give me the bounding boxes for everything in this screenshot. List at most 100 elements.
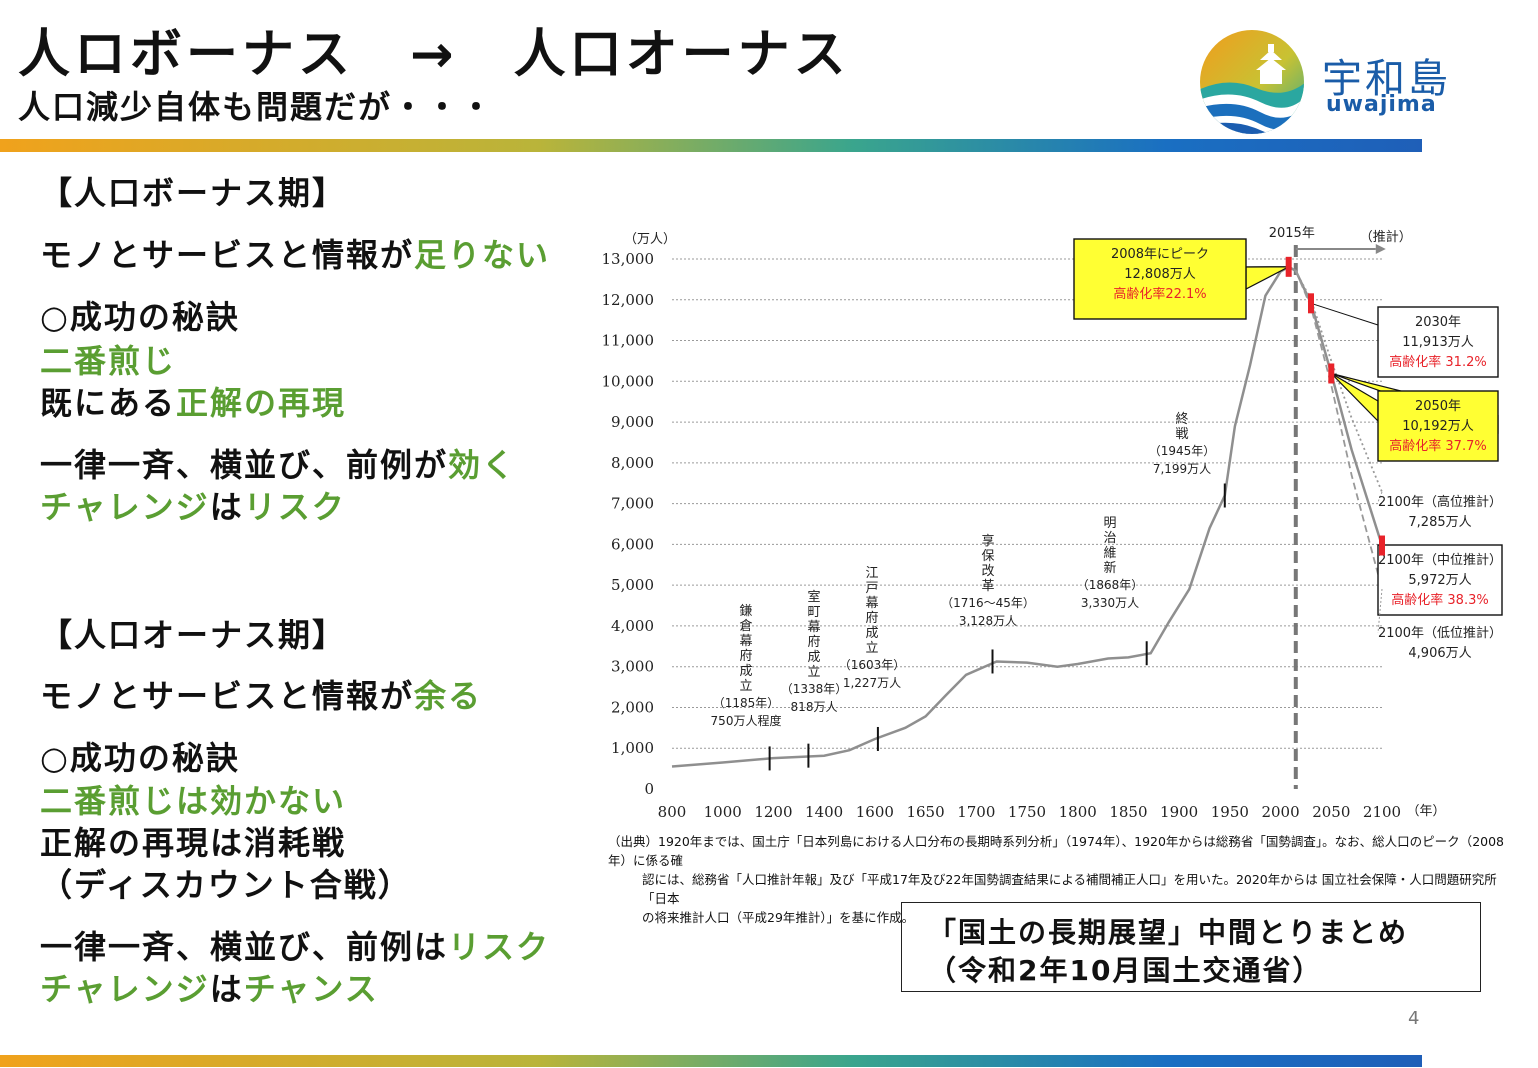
population-chart: 0 1,000 2,000 3,000 4,000 5,000 6,000 7,000 8,00… (602, 226, 1503, 821)
x-tick-label: 1600 (856, 803, 894, 821)
y-axis-unit: （万人） (624, 232, 676, 247)
onus-line-2: ○成功の秘訣 (40, 739, 240, 777)
event-label-char: 立 (807, 665, 820, 680)
event-pop-label: 1,227万人 (843, 676, 901, 690)
callout-marker (1285, 256, 1292, 277)
event-pop-label: 818万人 (791, 700, 838, 714)
callout-marker (1308, 293, 1314, 314)
series-line-0 (671, 265, 1384, 768)
projection-arrow-head (1375, 244, 1386, 254)
bonus-line-6: チャレンジはリスク (40, 488, 346, 526)
callout-text: 11,913万人 (1402, 335, 1474, 350)
y-tick-label: 1,000 (611, 739, 654, 757)
callout-text: 2050年 (1415, 399, 1461, 414)
y-tick-label: 8,000 (611, 454, 654, 472)
onus-line-7: チャレンジはチャンス (40, 970, 379, 1008)
event-label-char: 府 (739, 649, 752, 664)
source-line-3: の将来推計人口（平成29年推計）」を基に作成。 (642, 910, 915, 925)
callout-pointer (1245, 266, 1289, 290)
chart-source-note: （出典）1920年までは、国土庁「日本列島における人口分布の長期時系列分析」（1… (608, 832, 1508, 927)
event-label-char: 維 (1103, 546, 1116, 561)
page-title: 人ロボーナス → 人口オーナス (18, 25, 850, 85)
x-tick-label: 1200 (754, 803, 792, 821)
event-label-char: 革 (981, 579, 994, 594)
end-label-leader (1377, 491, 1383, 503)
event-label-char: 成 (807, 650, 820, 665)
event-label-char: 明 (1103, 516, 1116, 531)
event-label-char: 新 (1103, 560, 1116, 576)
callout-text: 5,972万人 (1408, 573, 1471, 588)
reference-line-1: 「国土の長期展望」中間とりまとめ (928, 916, 1409, 949)
logo-text: 宇和島 (1322, 56, 1451, 102)
event-label-char: 改 (981, 564, 994, 579)
callout-marker (1379, 535, 1385, 556)
end-label-text: 7,285万人 (1408, 515, 1471, 530)
y-tick-label: 4,000 (611, 617, 654, 635)
event-year-label: （1945年） (1149, 444, 1216, 458)
event-year-label: （1868年） (1077, 578, 1144, 592)
onus-line-6: 一律一斉、横並び、前例はリスク (40, 928, 551, 966)
x-tick-label: 800 (658, 803, 687, 821)
x-axis-unit: （年） (1406, 804, 1445, 819)
source-line-2: 認には、総務省「人口推計年報」及び「平成17年及び22年国勢調査結果による補間補… (642, 872, 1497, 906)
callout-aging-rate: 高齢化率 38.3% (1391, 592, 1488, 608)
y-tick-label: 10,000 (602, 372, 655, 390)
event-label-char: 立 (739, 679, 752, 694)
callout-aging-rate: 高齢化率 31.2% (1389, 354, 1486, 370)
y-tick-label: 5,000 (611, 576, 654, 594)
event-year-label: （1338年） (781, 682, 848, 696)
event-label-char: 府 (865, 611, 878, 626)
event-label-char: 江 (865, 566, 878, 581)
reference-line-2: （令和2年10月国土交通省） (928, 954, 1323, 987)
callout-box (1073, 238, 1247, 320)
series-line-1 (1295, 270, 1383, 493)
end-label-leader (1377, 588, 1383, 634)
y-tick-label: 7,000 (611, 495, 654, 513)
uwajima-logo-icon (1200, 30, 1304, 134)
x-tick-label: 1950 (1211, 803, 1249, 821)
series-line-2 (1294, 270, 1383, 590)
y-tick-label: 13,000 (602, 250, 655, 268)
x-tick-label: 1850 (1109, 803, 1147, 821)
callout-text: 10,192万人 (1402, 419, 1474, 434)
x-tick-label: 1900 (1160, 803, 1198, 821)
callout-marker (1328, 363, 1335, 384)
end-label-text: 2100年（低位推計） (1378, 625, 1502, 641)
callout-text: 2030年 (1415, 315, 1461, 330)
y-tick-label: 12,000 (602, 291, 655, 309)
x-tick-label: 1700 (957, 803, 995, 821)
event-label-char: 保 (981, 549, 994, 564)
event-label-char: 立 (865, 641, 878, 656)
x-tick-label: 1400 (805, 803, 843, 821)
footer-gradient-bar (0, 1055, 1422, 1067)
event-year-label: （1603年） (839, 658, 906, 672)
event-label-char: 戸 (865, 581, 878, 596)
projection-year-label: 2015年 (1269, 226, 1315, 241)
header-gradient-bar (0, 139, 1422, 152)
logo-subtext: uwajima (1326, 92, 1437, 117)
y-tick-label: 6,000 (611, 535, 654, 553)
callout-aging-rate: 高齢化率22.1% (1113, 286, 1206, 302)
event-label-char: 終 (1175, 411, 1188, 427)
y-tick-label: 3,000 (611, 658, 654, 676)
event-label-char: 幕 (807, 620, 820, 635)
onus-line-3: 二番煎じは効かない (40, 782, 347, 820)
onus-line-5: （ディスカウント合戦） (40, 866, 412, 904)
x-tick-label: 1650 (906, 803, 944, 821)
source-line-1: （出典）1920年までは、国土庁「日本列島における人口分布の長期時系列分析」（1… (608, 834, 1504, 868)
callout-text: 2008年にピーク (1111, 247, 1209, 262)
event-label-char: 戦 (1175, 427, 1188, 442)
event-label-char: 治 (1103, 531, 1116, 546)
x-tick-label: 2100 (1363, 803, 1401, 821)
y-tick-label: 2,000 (611, 698, 654, 716)
x-tick-label: 1000 (704, 803, 742, 821)
x-tick-label: 2000 (1261, 803, 1299, 821)
bonus-line-3: 二番煎じ (40, 342, 177, 380)
callout-aging-rate: 高齢化率 37.7% (1389, 438, 1486, 454)
end-label-text: 4,906万人 (1408, 646, 1471, 661)
event-label-char: 府 (807, 635, 820, 650)
event-pop-label: 750万人程度 (711, 713, 782, 728)
bonus-line-1: モノとサービスと情報が足りない (40, 236, 551, 274)
bonus-heading: 【人口ボーナス期】 (40, 174, 347, 212)
y-tick-label: 11,000 (602, 332, 655, 350)
